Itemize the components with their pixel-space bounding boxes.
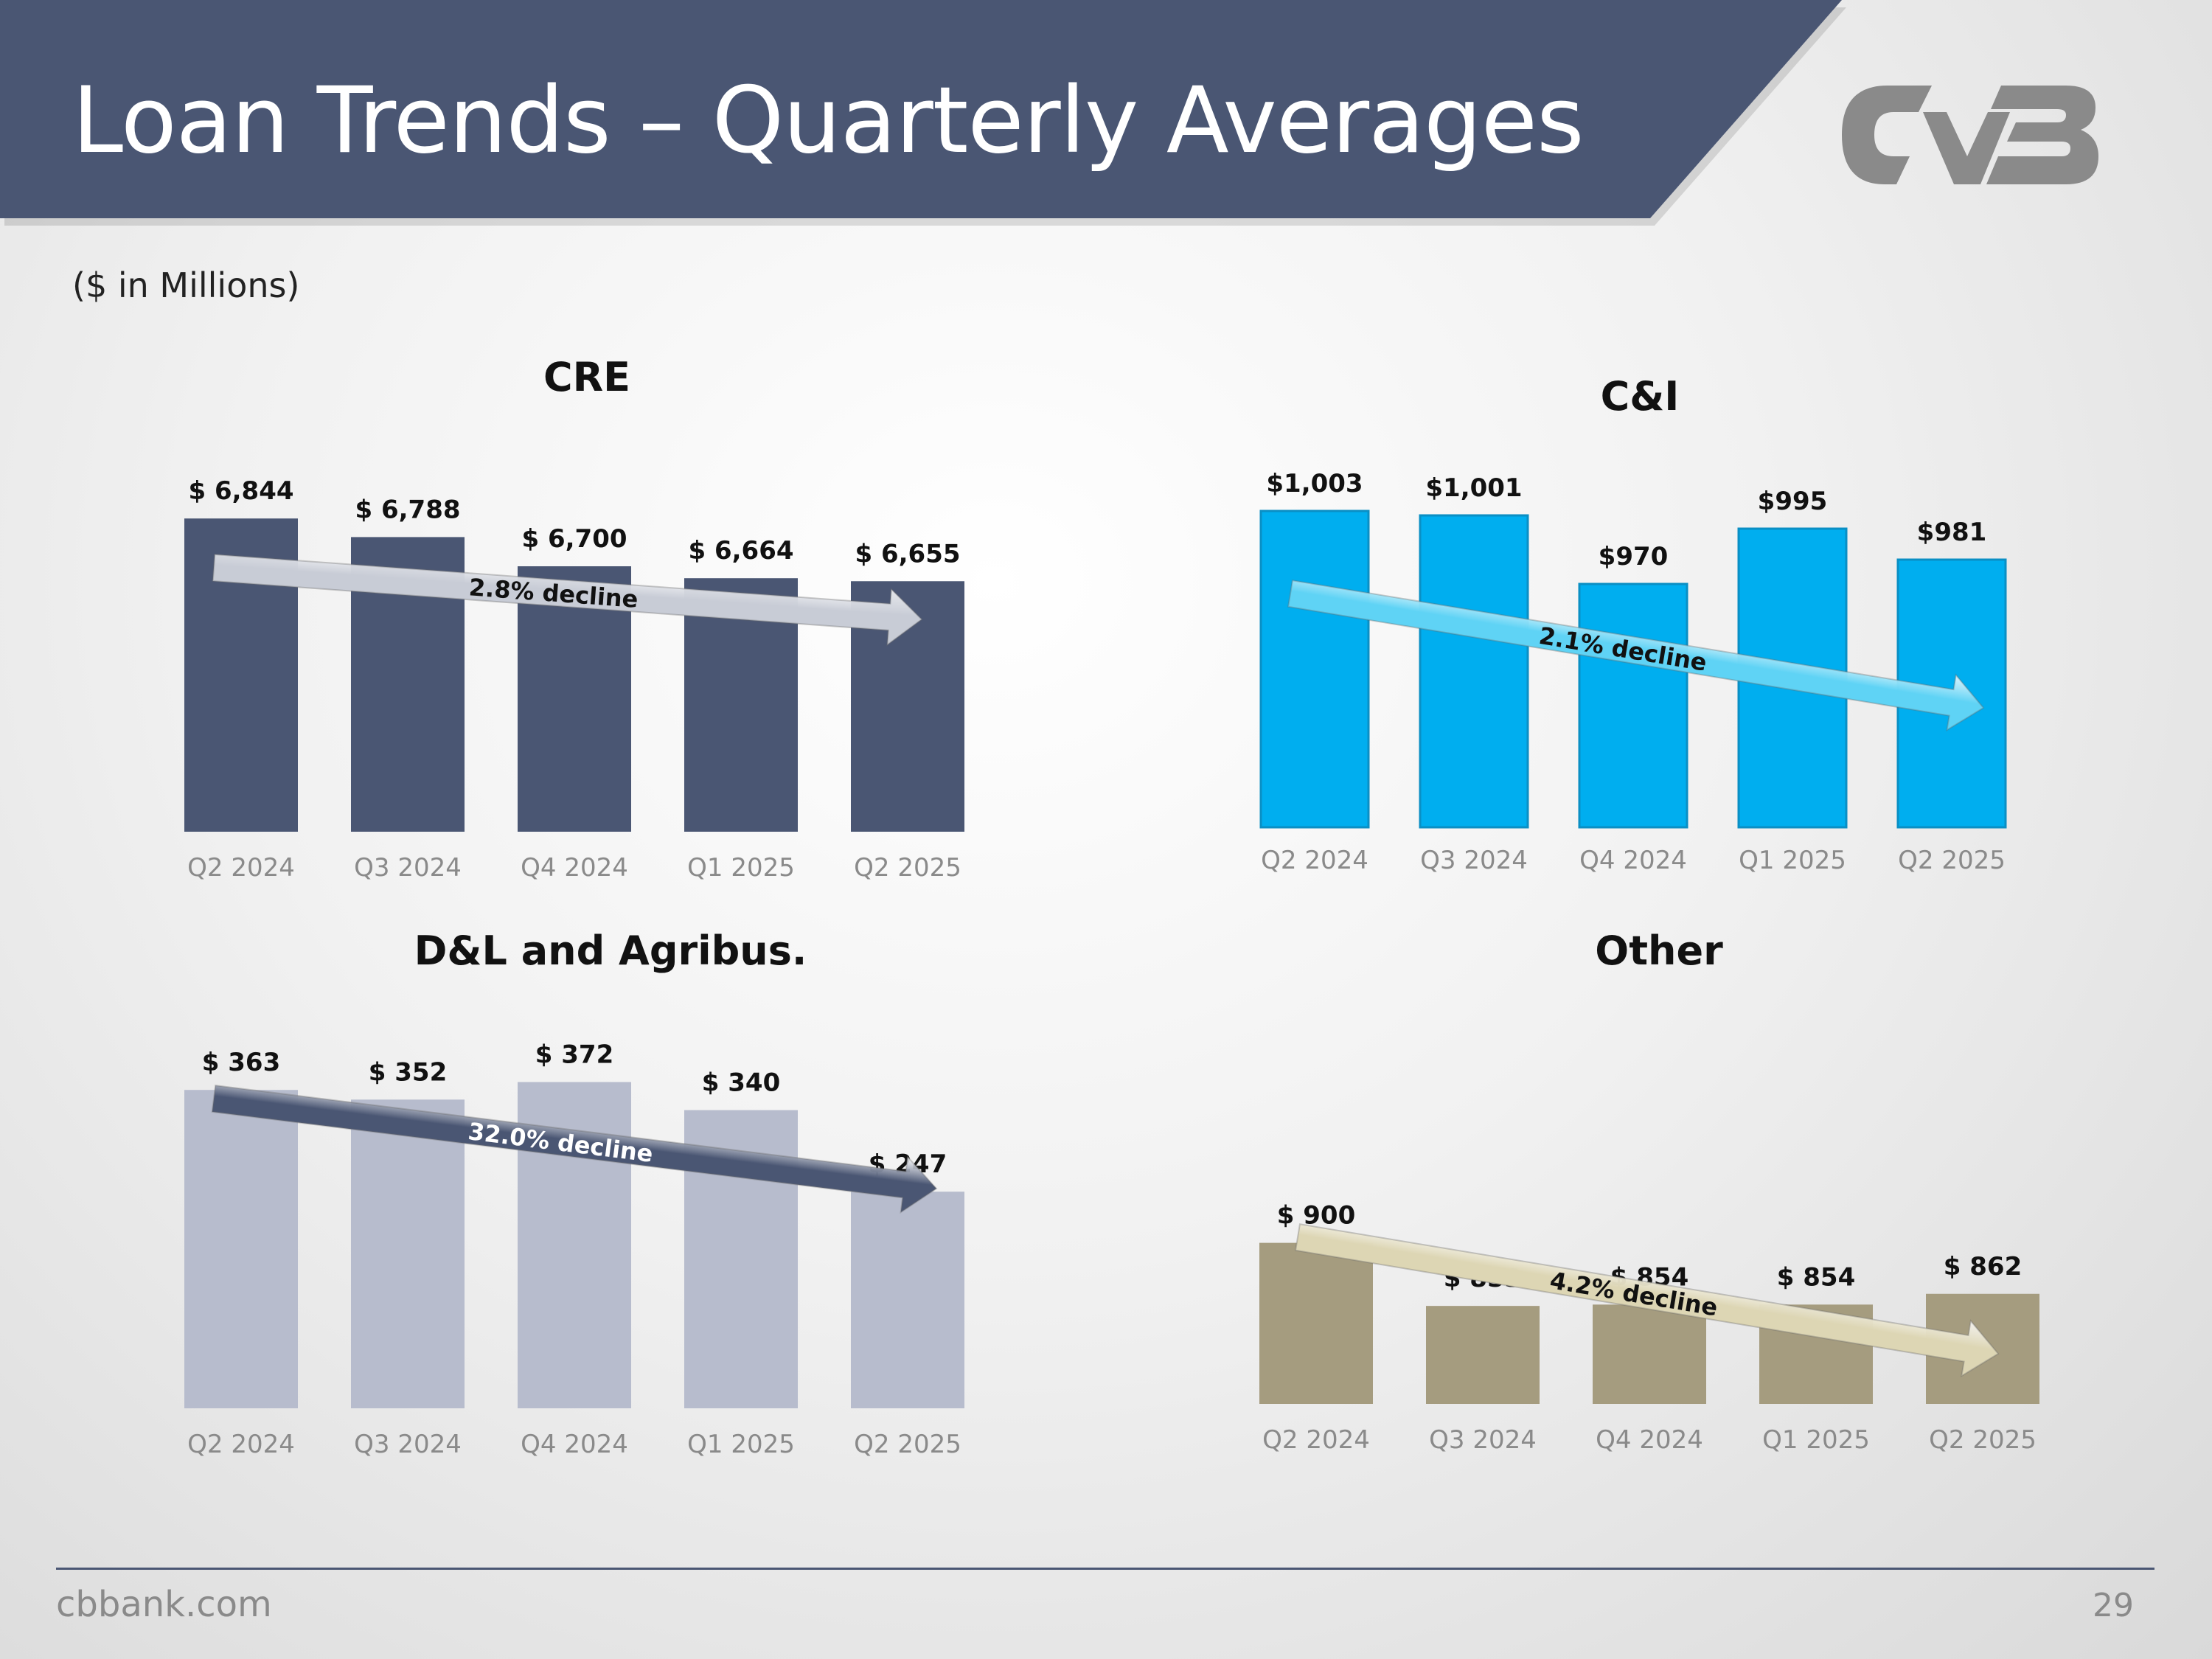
ci-bar-0	[1259, 509, 1370, 829]
dl-category-label-4: Q2 2025	[854, 1430, 961, 1459]
other-bar-1	[1426, 1306, 1540, 1404]
cre-bar-2	[518, 566, 631, 832]
dl-value-label-3: $ 340	[702, 1068, 780, 1098]
ci-value-label-2: $970	[1599, 542, 1669, 571]
chart-dl: $ 363 Q2 2024 $ 352 Q3 2024 $ 372 Q4 2024 $ 34…	[184, 1040, 964, 1459]
header-bg	[0, 0, 1842, 218]
cre-category-label-0: Q2 2024	[187, 853, 295, 883]
ci-value-label-1: $1,001	[1425, 473, 1522, 503]
header-banner	[0, 0, 1846, 226]
other-category-label-3: Q1 2025	[1762, 1425, 1870, 1455]
dl-bar-4	[851, 1192, 964, 1408]
other-value-label-3: $ 854	[1777, 1262, 1855, 1292]
other-category-label-4: Q2 2025	[1929, 1425, 2037, 1455]
other-category-label-1: Q3 2024	[1429, 1425, 1537, 1455]
dl-value-label-0: $ 363	[202, 1048, 280, 1077]
other-bar-0	[1259, 1242, 1373, 1404]
ci-value-label-4: $981	[1917, 518, 1987, 547]
dl-category-label-1: Q3 2024	[354, 1430, 462, 1459]
cre-category-label-4: Q2 2025	[854, 853, 961, 883]
cvb-logo	[1842, 86, 2098, 184]
cre-value-label-0: $ 6,844	[188, 476, 293, 506]
chart-ci: $1,003 Q2 2024 $1,001 Q3 2024 $970 Q4 2024 $99…	[1259, 469, 2007, 875]
ci-category-label-0: Q2 2024	[1261, 846, 1368, 875]
dl-category-label-3: Q1 2025	[687, 1430, 795, 1459]
ci-category-label-3: Q1 2025	[1739, 846, 1846, 875]
other-category-label-0: Q2 2024	[1262, 1425, 1370, 1455]
chart-title-other: Other	[1595, 928, 1723, 974]
chart-title-cre: CRE	[543, 354, 631, 400]
chart-title-ci: C&I	[1600, 373, 1680, 420]
ci-value-label-3: $995	[1758, 487, 1828, 516]
footer-divider	[56, 1568, 2154, 1570]
page-number: 29	[2093, 1587, 2134, 1624]
cre-category-label-2: Q4 2024	[521, 853, 628, 883]
dl-value-label-2: $ 372	[535, 1040, 613, 1070]
dl-bar-1	[351, 1099, 465, 1408]
footer-url[interactable]: cbbank.com	[56, 1584, 272, 1625]
ci-bar-2	[1578, 582, 1688, 829]
dl-category-label-2: Q4 2024	[521, 1430, 628, 1459]
dl-value-label-1: $ 352	[369, 1057, 447, 1087]
other-value-label-0: $ 900	[1277, 1201, 1355, 1231]
cre-value-label-4: $ 6,655	[855, 539, 960, 568]
chart-cre: $ 6,844 Q2 2024 $ 6,788 Q3 2024 $ 6,700 Q4 20…	[184, 476, 964, 883]
chart-title-dl: D&L and Agribus.	[414, 928, 807, 974]
cre-value-label-2: $ 6,700	[521, 524, 627, 554]
other-bar-2	[1593, 1304, 1706, 1404]
ci-bar-1	[1419, 514, 1529, 829]
dl-category-label-0: Q2 2024	[187, 1430, 295, 1459]
cre-category-label-1: Q3 2024	[354, 853, 462, 883]
other-value-label-4: $ 862	[1944, 1252, 2022, 1281]
cre-value-label-1: $ 6,788	[355, 495, 460, 524]
cre-category-label-3: Q1 2025	[687, 853, 795, 883]
other-category-label-2: Q4 2024	[1596, 1425, 1703, 1455]
page-title: Loan Trends – Quarterly Averages	[72, 68, 1585, 174]
ci-value-label-0: $1,003	[1266, 469, 1363, 498]
cre-value-label-3: $ 6,664	[688, 536, 793, 566]
ci-category-label-1: Q3 2024	[1420, 846, 1528, 875]
ci-category-label-4: Q2 2025	[1898, 846, 2006, 875]
ci-category-label-2: Q4 2024	[1579, 846, 1687, 875]
dl-bar-0	[184, 1090, 298, 1408]
units-note: ($ in Millions)	[72, 265, 300, 305]
